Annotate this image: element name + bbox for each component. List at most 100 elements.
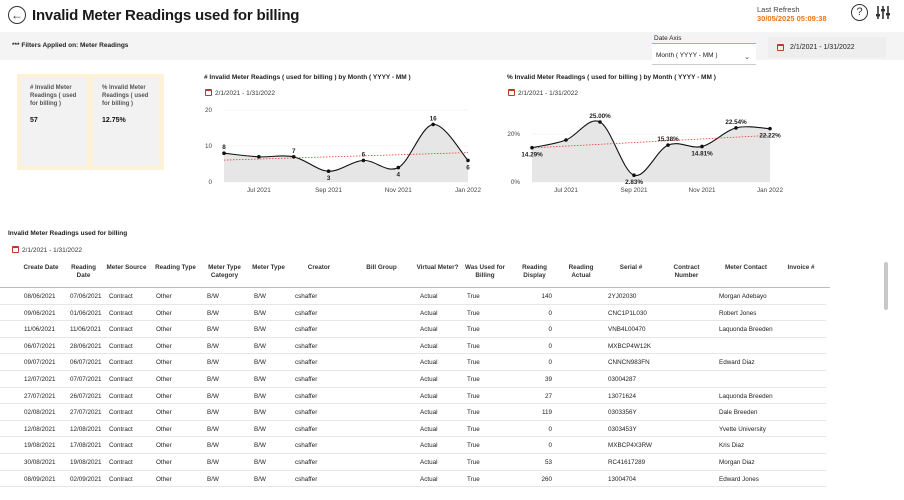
table-cell: Actual (420, 475, 438, 483)
data-label: 14.29% (521, 152, 543, 159)
data-point (291, 155, 296, 159)
kpi-percent-value: 12.75% (102, 117, 126, 124)
table-cell: Actual (420, 359, 438, 367)
percent-chart: 0% 20% 14.29% 25.00% 2.83% 15.38% 14.81% 22.54%… (507, 113, 783, 194)
table-cell: Contract (109, 475, 133, 483)
data-point (666, 143, 670, 147)
table-row[interactable]: 12/07/2021 07/07/2021 Contract Other B/W B/W c… (0, 371, 826, 388)
table-cell: Robert Jones (719, 309, 757, 317)
table-cell: cshaffer (295, 425, 318, 433)
column-header[interactable]: Meter Type Category (208, 264, 241, 279)
table-cell: cshaffer (295, 475, 318, 483)
table-row[interactable]: 02/08/2021 27/07/2021 Contract Other B/W B/W c… (0, 404, 826, 421)
table-row[interactable]: 08/09/2021 02/09/2021 Contract Other B/W B/W c… (0, 471, 826, 488)
column-header[interactable]: Virtual Meter? (416, 264, 459, 271)
column-header[interactable]: Invoice # (787, 264, 815, 271)
table-cell: Contract (109, 342, 133, 350)
help-button[interactable]: ? (851, 4, 868, 21)
column-header[interactable]: Meter Source (106, 264, 147, 271)
table-cell: Actual (420, 459, 438, 466)
table-row[interactable]: 27/07/2021 26/07/2021 Contract Other B/W B/W c… (0, 388, 826, 405)
table-cell: Other (156, 392, 172, 400)
table-cell: B/W (207, 475, 219, 483)
table-cell: Actual (420, 392, 438, 400)
table-cell: Actual (420, 326, 438, 334)
column-header[interactable]: Reading Date (71, 264, 96, 279)
arrow-left-icon: ← (11, 8, 23, 22)
count-chart-title: # Invalid Meter Readings ( used for bill… (204, 74, 411, 81)
column-header[interactable]: Reading Display (522, 264, 547, 279)
table-cell: 06/07/2021 (70, 359, 102, 367)
data-label: 15.38% (657, 136, 679, 143)
table-cell: Other (156, 459, 172, 466)
kpi-percent-label: % Invalid Meter Readings ( used for bill… (102, 85, 149, 107)
table-row[interactable]: 30/08/2021 19/08/2021 Contract Other B/W B/W c… (0, 454, 826, 471)
table-cell: cshaffer (295, 359, 318, 367)
column-header[interactable]: Meter Type (252, 264, 285, 271)
date-range-value: 2/1/2021 - 1/31/2022 (790, 44, 855, 51)
table-cell: Kris Diaz (719, 442, 745, 450)
trend-line (531, 134, 771, 149)
table-cell: Contract (109, 442, 133, 450)
table-row[interactable]: 09/06/2021 01/06/2021 Contract Other B/W B/W c… (0, 305, 826, 322)
table-cell: Other (156, 409, 172, 417)
filter-settings-icon[interactable] (876, 5, 890, 20)
back-button[interactable]: ← (8, 6, 26, 24)
column-header[interactable]: Create Date (23, 264, 59, 271)
table-cell: Yvette University (719, 425, 766, 433)
table-cell: 27 (544, 392, 552, 400)
table-row[interactable]: 19/08/2021 17/08/2021 Contract Other B/W B/W c… (0, 437, 826, 454)
date-axis-dropdown[interactable]: Month ( YYYY - MM ) ⌄ (652, 43, 756, 65)
data-label: 6 (466, 164, 470, 171)
data-point (326, 169, 331, 173)
table-cell: True (467, 459, 480, 466)
kpi-count-card: # Invalid Meter Readings ( used for bill… (21, 78, 87, 166)
column-header[interactable]: Contract Number (673, 264, 700, 279)
data-point (564, 138, 568, 142)
kpi-count-value: 57 (30, 117, 38, 124)
date-range-slicer[interactable]: 2/1/2021 - 1/31/2022 (768, 37, 886, 58)
column-header[interactable]: Meter Contact (725, 264, 767, 271)
table-cell: Other (156, 293, 172, 300)
table-cell: 02/09/2021 (70, 475, 102, 483)
table-row[interactable]: 12/08/2021 12/08/2021 Contract Other B/W B/W c… (0, 421, 826, 438)
table-cell: 260 (541, 475, 552, 483)
column-header[interactable]: Bill Group (366, 264, 397, 271)
column-header[interactable]: Reading Type (155, 264, 196, 271)
table-cell: B/W (207, 459, 219, 466)
table-scrollbar[interactable] (884, 262, 888, 310)
table-cell: 0303356Y (608, 409, 637, 417)
table-row[interactable]: 09/07/2021 06/07/2021 Contract Other B/W B/W c… (0, 354, 826, 371)
column-header[interactable]: Serial # (619, 264, 643, 271)
column-header[interactable]: Creator (307, 264, 331, 271)
table-row[interactable]: 06/07/2021 28/06/2021 Contract Other B/W B/W c… (0, 338, 826, 355)
y-tick-label: 0 (208, 179, 212, 186)
data-point (768, 126, 772, 131)
table-cell: 0 (548, 425, 552, 433)
table-cell: Actual (420, 425, 438, 433)
table-cell: 28/06/2021 (70, 342, 102, 350)
column-header[interactable]: Reading Actual (568, 264, 594, 279)
table-cell: B/W (254, 342, 266, 350)
table-cell: Laquonda Breeden (719, 326, 773, 334)
percent-chart-date-range: 2/1/2021 - 1/31/2022 (508, 89, 578, 97)
calendar-icon (508, 89, 515, 96)
table-cell: True (467, 342, 480, 350)
table-cell: Actual (420, 293, 438, 300)
y-tick-label: 10 (205, 143, 213, 150)
table-cell: True (467, 392, 480, 400)
table-header: Create Date Reading Date Meter Source Readi… (0, 262, 830, 288)
table-cell: B/W (254, 392, 266, 400)
table-cell: 09/06/2021 (24, 309, 56, 317)
table-row[interactable]: 08/06/2021 07/06/2021 Contract Other B/W B/W c… (0, 288, 826, 305)
table-cell: MXBCP4X3RW (608, 442, 652, 450)
table-row[interactable]: 11/06/2021 11/06/2021 Contract Other B/W B/W c… (0, 321, 826, 338)
table-cell: cshaffer (295, 326, 318, 334)
data-label: 4 (397, 172, 401, 179)
column-header[interactable]: Was Used for Billing (464, 264, 505, 279)
table-cell: Other (156, 326, 172, 334)
table-cell: CNC1P1L030 (608, 309, 647, 317)
table-cell: Contract (109, 409, 133, 417)
table-cell: Contract (109, 459, 133, 466)
table-cell: B/W (207, 392, 219, 400)
